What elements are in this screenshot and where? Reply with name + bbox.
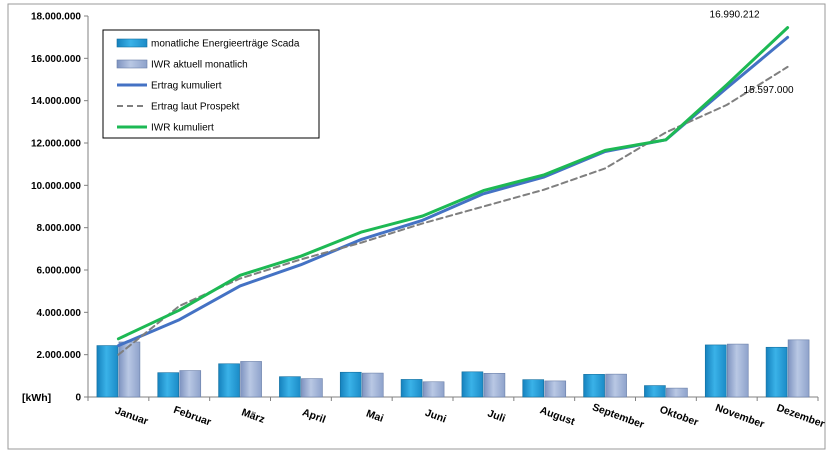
bar-iwr — [179, 370, 202, 398]
bar-scada — [522, 379, 545, 398]
y-tick-label: 8.000.000 — [37, 223, 82, 234]
legend-label: IWR kumuliert — [151, 123, 214, 134]
data-label: 16.990.212 — [710, 9, 760, 20]
y-tick-label: 4.000.000 — [37, 308, 82, 319]
bars-layer — [96, 339, 810, 398]
bar-scada — [400, 379, 423, 398]
bar-scada — [157, 372, 180, 398]
y-unit-label: [kWh] — [22, 392, 51, 404]
line-ertrag-prospekt — [117, 65, 789, 356]
y-tick-label: 2.000.000 — [37, 350, 82, 361]
bar-scada — [339, 371, 362, 398]
bar-iwr — [301, 378, 323, 398]
line-iwr-kumuliert — [116, 26, 790, 341]
bar-iwr — [726, 343, 749, 398]
bar-scada — [704, 344, 727, 398]
legend-key-bar — [116, 38, 148, 48]
y-tick-label: 14.000.000 — [31, 96, 81, 107]
y-tick-label: 0 — [75, 393, 81, 404]
y-tick-label: 6.000.000 — [37, 266, 82, 277]
x-tick-label: Juli — [486, 407, 507, 424]
bar-scada — [765, 346, 788, 398]
bar-scada — [461, 371, 484, 398]
legend-label: monatliche Energieerträge Scada — [151, 39, 300, 50]
legend: monatliche Energieerträge Scada IWR aktue… — [102, 29, 320, 139]
legend-key-bar — [116, 59, 148, 69]
bar-iwr — [666, 387, 688, 398]
lines-layer — [116, 26, 790, 356]
bar-iwr — [240, 361, 262, 398]
legend-label: IWR aktuell monatlich — [151, 60, 248, 71]
bar-iwr — [118, 341, 141, 398]
bar-scada — [279, 376, 301, 398]
y-tick-label: 12.000.000 — [31, 139, 81, 150]
legend-label: Ertrag laut Prospekt — [151, 102, 240, 113]
bar-scada — [218, 363, 240, 398]
bar-iwr — [361, 372, 384, 398]
bar-iwr — [422, 381, 445, 398]
bar-scada — [644, 385, 666, 398]
bar-iwr — [787, 339, 810, 398]
y-tick-label: 16.000.000 — [31, 54, 81, 65]
axes-layer — [84, 15, 819, 401]
bar-iwr — [483, 372, 506, 398]
x-tick-label: Mai — [364, 408, 385, 425]
y-tick-label: 10.000.000 — [31, 181, 81, 192]
bar-iwr — [544, 380, 567, 398]
y-tick-label: 18.000.000 — [31, 12, 81, 23]
legend-label: Ertrag kumuliert — [151, 81, 222, 92]
bar-scada — [96, 345, 119, 398]
bar-iwr — [605, 373, 627, 398]
data-label: 15.597.000 — [744, 85, 794, 96]
bar-scada — [583, 374, 605, 398]
